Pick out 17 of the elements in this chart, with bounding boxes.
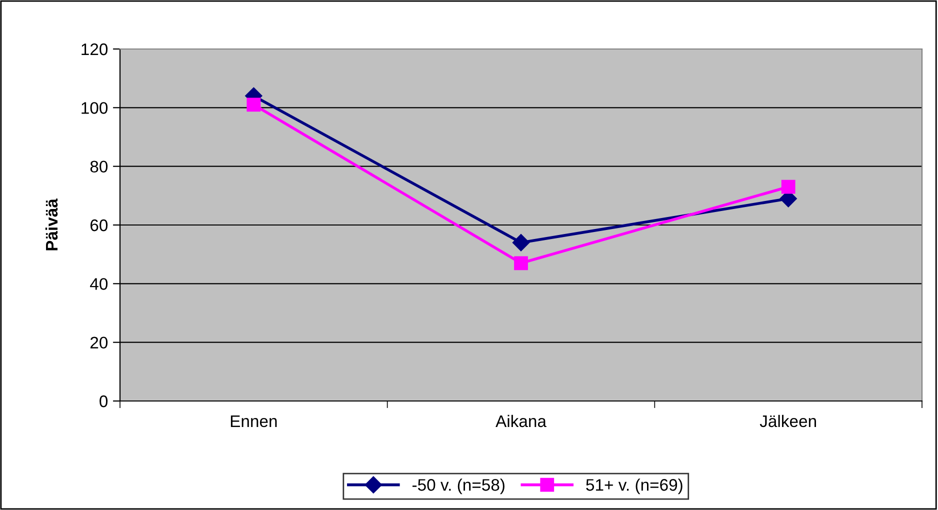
point — [781, 180, 796, 194]
y-tick-label: 120 — [82, 43, 108, 56]
point — [512, 234, 530, 252]
point — [246, 98, 261, 112]
y-tick-label: 20 — [90, 336, 108, 349]
x-tick-label: Ennen — [230, 416, 277, 428]
y-tick-label: 60 — [90, 219, 108, 232]
x-tick-label: Jälkeen — [760, 414, 816, 428]
y-axis-title: Päivää — [45, 198, 58, 250]
point — [514, 256, 528, 270]
legend-label: 51+ v. (n=69) — [586, 478, 682, 494]
y-tick-label: 80 — [90, 160, 108, 173]
y-tick-label: 40 — [90, 278, 108, 290]
x-tick-label: Aikana — [496, 414, 546, 428]
legend-label: -50 v. (n=58) — [412, 478, 504, 494]
y-tick-label: 100 — [82, 102, 108, 114]
y-tick-label: 0 — [100, 395, 108, 408]
